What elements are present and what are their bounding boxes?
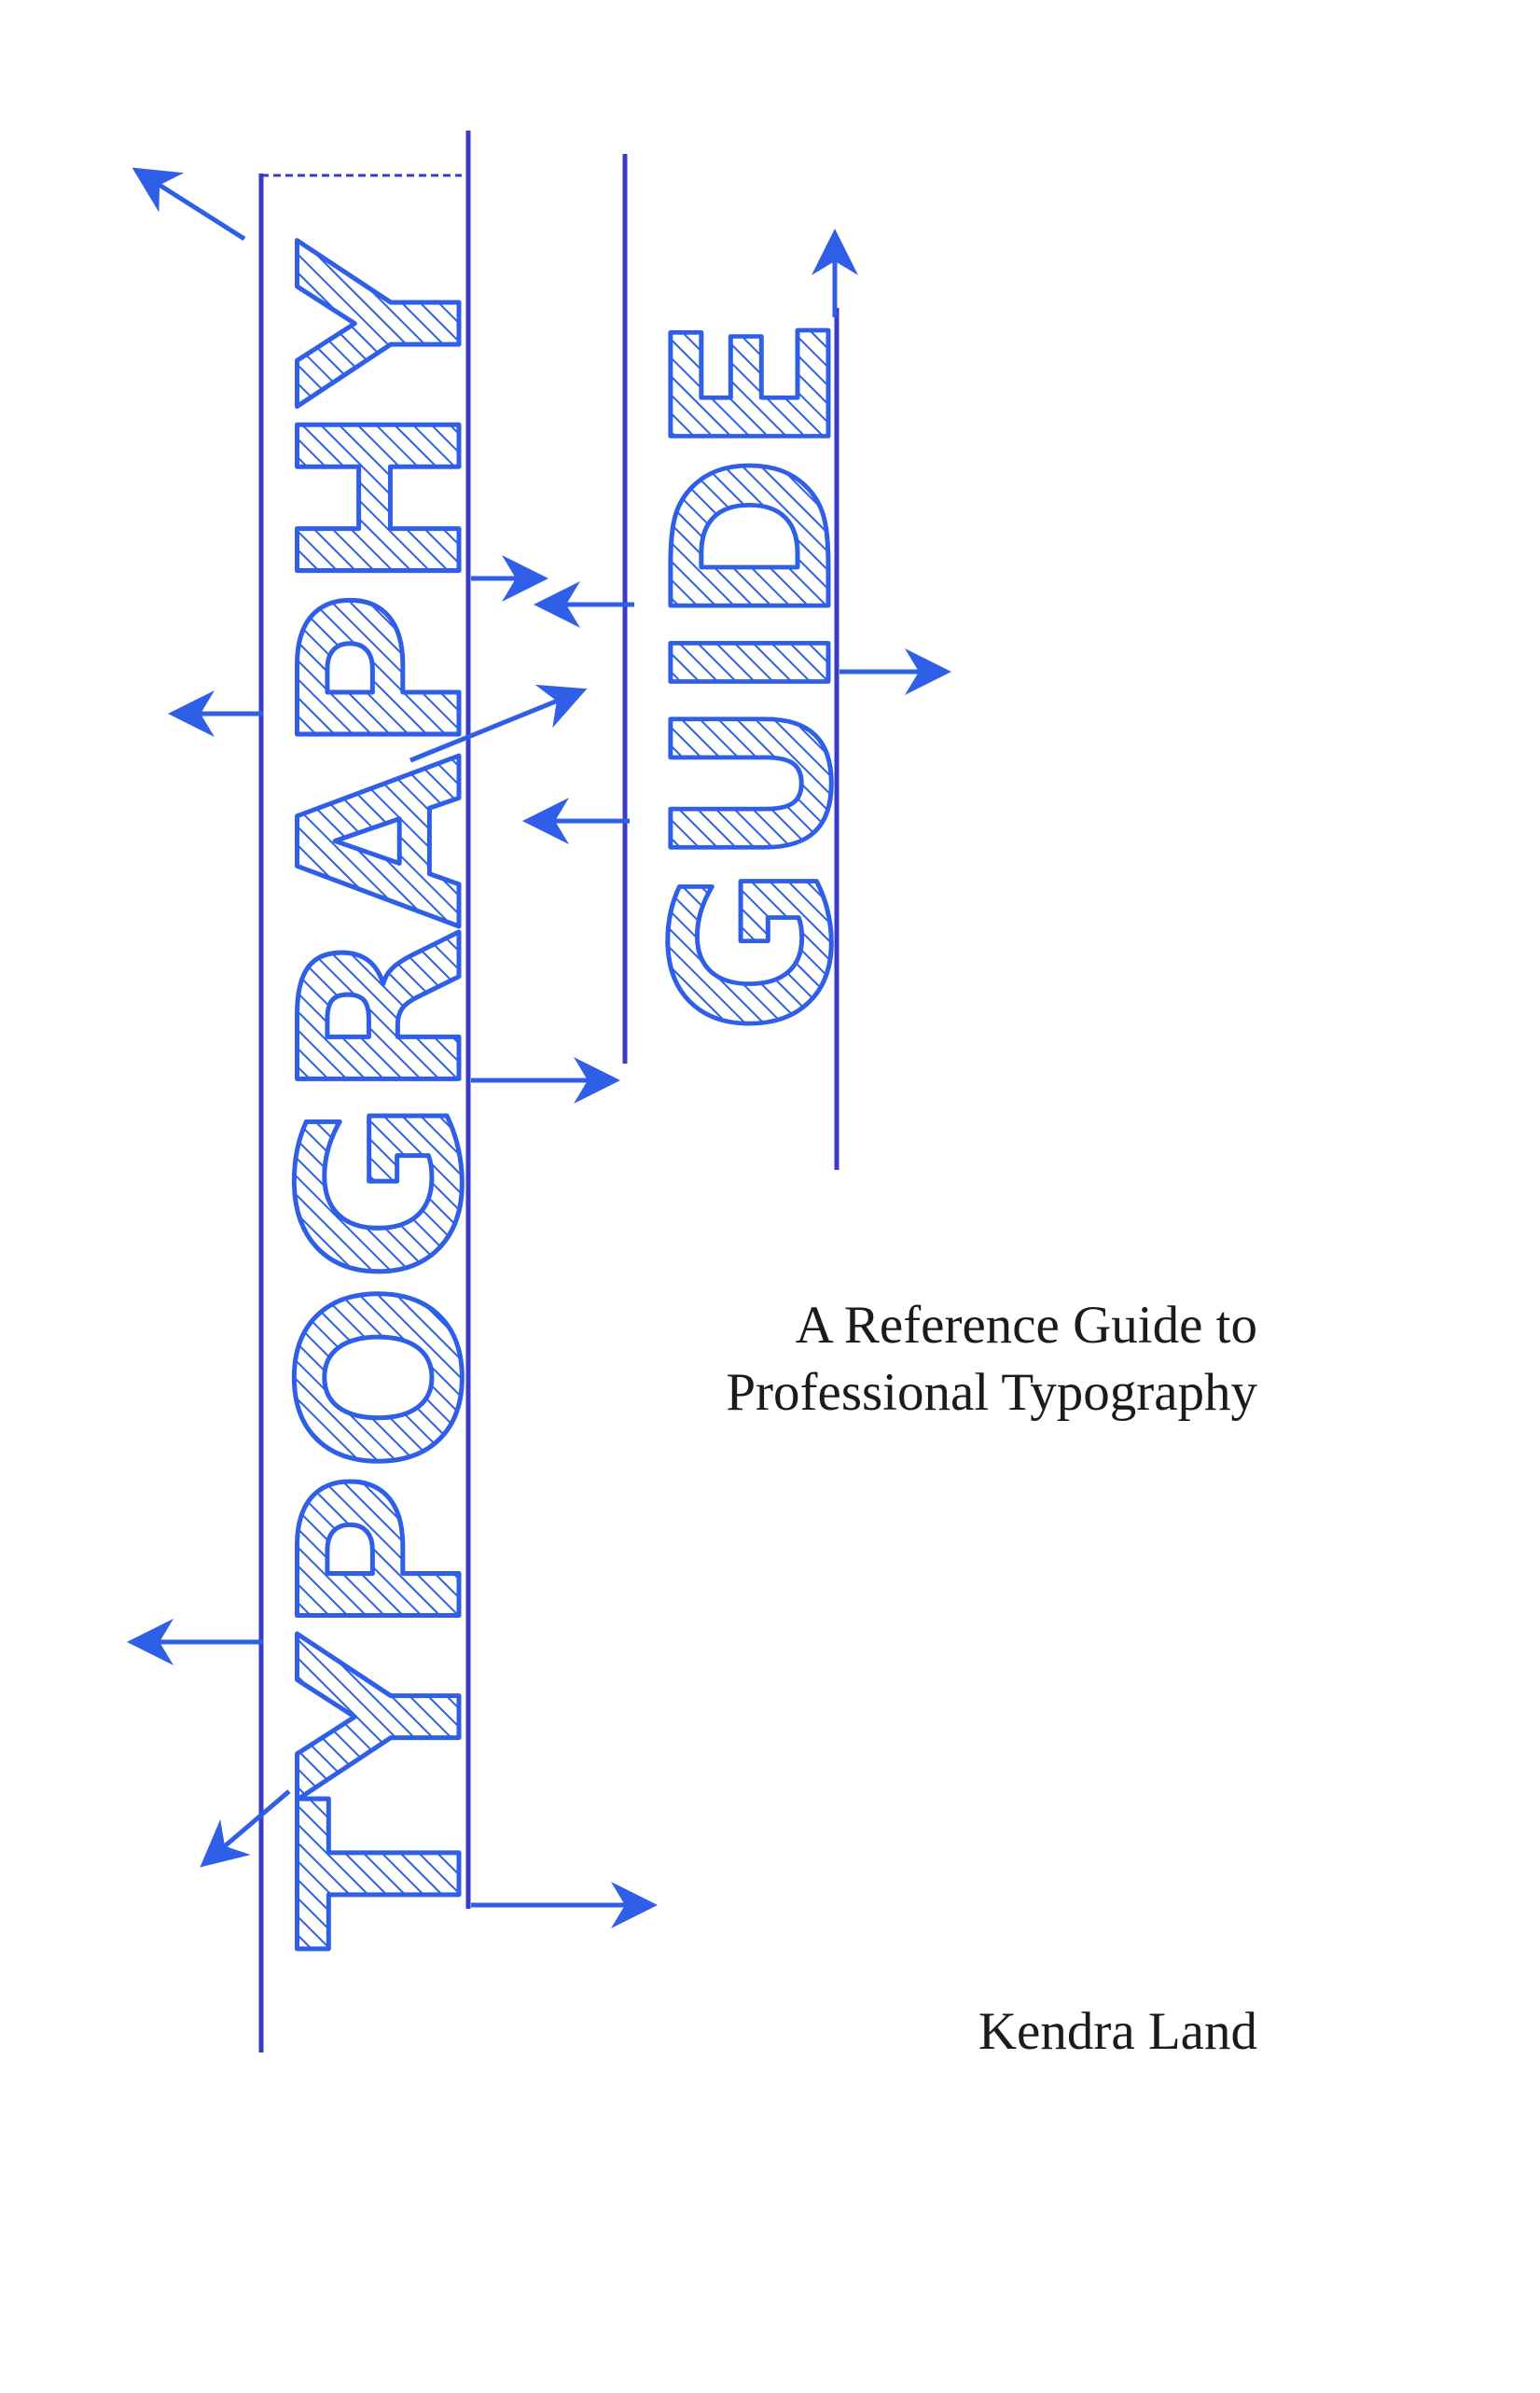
arrow-icon bbox=[409, 684, 588, 763]
subtitle-line-2: Professional Typography bbox=[726, 1363, 1257, 1422]
subtitle: A Reference Guide to Professional Typogr… bbox=[604, 1292, 1257, 1426]
subtitle-line-1: A Reference Guide to bbox=[795, 1296, 1257, 1355]
author-name: Kendra Land bbox=[978, 2002, 1257, 2061]
arrow-icon bbox=[132, 167, 246, 242]
arrow-icon bbox=[200, 1789, 291, 1868]
title-typography: TYPOGRAPHY bbox=[254, 240, 512, 1950]
title-guide: GUIDE bbox=[628, 315, 880, 1034]
